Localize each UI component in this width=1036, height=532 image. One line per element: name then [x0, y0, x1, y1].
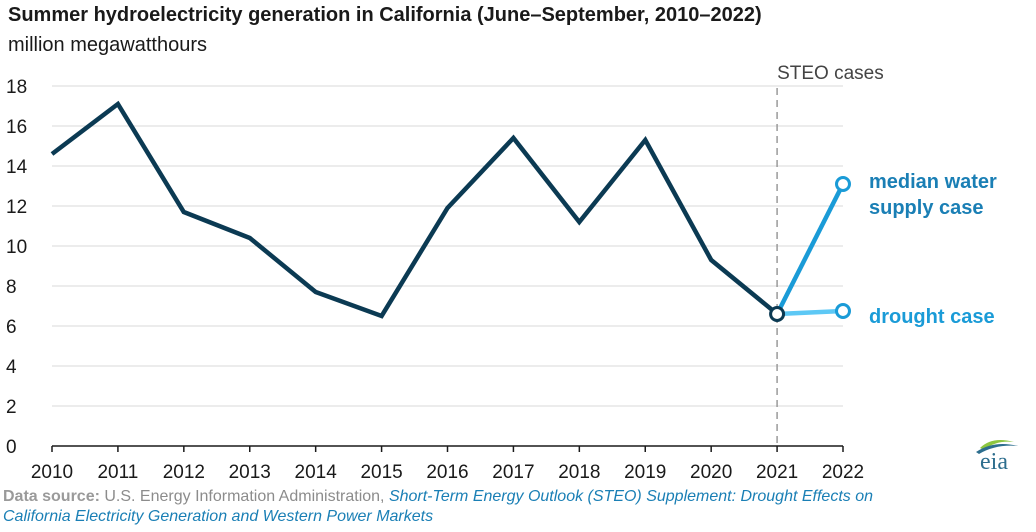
x-tick-label: 2013 [229, 462, 271, 483]
chart-title: Summer hydroelectricity generation in Ca… [8, 4, 762, 26]
source-link-line2[interactable]: California Electricity Generation and We… [3, 508, 434, 525]
x-tick-label: 2019 [624, 462, 666, 483]
steo-cases-annotation: STEO cases [777, 63, 884, 84]
source-link-line1[interactable]: Short-Term Energy Outlook (STEO) Supplem… [388, 488, 873, 505]
x-tick-label: 2012 [163, 462, 205, 483]
y-axis-unit-label: million megawatthours [8, 34, 207, 56]
source-org: U.S. Energy Information Administration, [99, 488, 389, 505]
axes: 0 2 4 6 8 10 12 14 16 18 2010 2011 2012 2013 2014 2015 2… [6, 63, 884, 483]
series-labels: median water supply case drought case [869, 171, 997, 328]
x-tick-label: 2022 [822, 462, 864, 483]
median-case-label-line2: supply case [869, 197, 984, 219]
x-tick-label: 2021 [756, 462, 798, 483]
x-tick-label: 2014 [295, 462, 338, 483]
x-tick-label: 2020 [690, 462, 732, 483]
eia-logo-text: eia [980, 449, 1008, 472]
series-line-historical [50, 100, 779, 319]
drought-case-label: drought case [869, 306, 995, 328]
series-line-median-water-supply-case [775, 182, 846, 316]
median-case-label-line1: median water [869, 171, 997, 193]
eia-logo: eia [976, 440, 1018, 472]
x-tick-label: 2018 [558, 462, 600, 483]
x-tick-label: 2015 [360, 462, 402, 483]
y-tick-label: 4 [6, 357, 17, 378]
y-tick-label: 10 [6, 237, 27, 258]
median-case-2022-marker [835, 176, 851, 192]
y-tick-label: 12 [6, 197, 27, 218]
x-tick-label: 2017 [492, 462, 534, 483]
source-label: Data source: [3, 488, 100, 505]
y-tick-label: 18 [6, 77, 27, 98]
y-tick-label: 2 [6, 397, 17, 418]
data-source: Data source: U.S. Energy Information Adm… [3, 487, 873, 527]
eia-logo-leaf-icon [980, 440, 1014, 450]
y-tick-label: 8 [6, 277, 17, 298]
y-tick-label: 14 [6, 157, 28, 178]
y-tick-label: 6 [6, 317, 17, 338]
y-tick-label: 16 [6, 117, 27, 138]
x-tick-label: 2010 [31, 462, 73, 483]
drought-case-2022-marker [835, 303, 851, 319]
gridlines [52, 85, 843, 407]
x-tick-label: 2011 [97, 462, 138, 483]
y-tick-label: 0 [6, 437, 17, 458]
series [50, 100, 851, 322]
actual-2021-marker [769, 306, 786, 322]
eia-logo-swoosh-icon [976, 444, 1018, 454]
x-tick-label: 2016 [426, 462, 468, 483]
series-line-drought-case [776, 308, 844, 317]
